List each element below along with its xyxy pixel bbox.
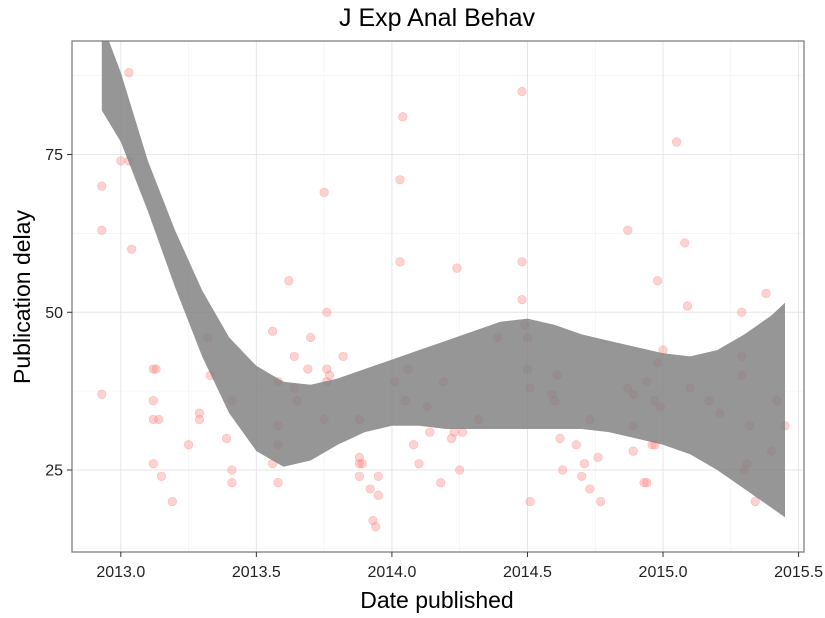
data-point [116,156,126,166]
data-point [517,86,527,97]
data-point [156,471,167,481]
data-point [446,433,457,444]
data-point [97,225,107,235]
y-axis-title: Publication delay [9,210,35,384]
chart-title: J Exp Anal Behav [339,4,535,32]
data-point [148,395,158,406]
data-point [194,408,205,418]
data-point [558,465,568,475]
data-point [289,351,299,362]
data-point [97,389,107,399]
data-point [457,427,468,437]
data-point [628,446,638,456]
data-point [322,307,332,317]
data-point [148,459,158,469]
data-point [151,364,161,374]
data-point [579,459,590,469]
data-point [414,459,424,469]
data-point [273,478,283,488]
data-point [305,332,316,343]
data-point [154,414,164,425]
data-point [371,522,381,532]
data-point [593,452,603,462]
data-point [268,326,278,336]
data-point [354,471,364,481]
data-point [555,433,565,444]
data-point [455,465,465,475]
data-point [127,244,137,254]
x-tick-label: 2013.5 [232,564,281,581]
data-point [585,484,595,494]
data-point [373,490,383,500]
data-point [322,364,332,374]
data-point [652,276,663,286]
data-point [338,351,348,362]
x-tick-label: 2014.5 [503,564,552,581]
data-point [357,459,367,469]
data-point [354,459,364,469]
x-tick-label: 2014.0 [367,564,416,581]
x-tick-label: 2015.0 [639,564,688,581]
data-point [167,496,177,507]
x-axis-title: Date published [360,587,513,613]
data-point [639,478,649,488]
x-tick-label: 2013.0 [96,564,145,581]
y-tick-label: 50 [45,305,63,322]
data-point [124,67,134,78]
data-point [148,414,158,425]
data-point [425,427,435,437]
data-point [395,175,405,185]
data-point [682,301,693,311]
data-point [671,137,682,147]
data-point [525,496,535,507]
confidence-band [101,41,785,518]
data-point [409,440,419,450]
data-point [452,263,462,273]
data-point [97,181,107,191]
panel-border [71,40,805,553]
data-point [737,307,747,317]
data-point [368,515,378,526]
data-point [571,440,581,450]
data-point [284,276,294,286]
data-point [373,471,383,481]
y-tick-label: 75 [45,147,63,164]
data-point [577,471,587,481]
y-tick-label: 25 [45,462,63,479]
data-point [194,414,205,425]
data-point [623,225,633,235]
data-point [148,364,158,374]
data-point [680,238,690,248]
data-point [517,295,527,305]
data-point [227,465,237,475]
data-layer [97,41,790,532]
data-point [354,452,364,462]
x-tick-label: 2015.5 [774,564,823,581]
data-point [183,440,194,450]
data-point [596,496,606,507]
data-point [436,478,446,488]
data-point [365,484,375,494]
data-point [517,257,527,267]
data-point [303,364,313,374]
data-point [398,112,408,122]
data-point [395,257,405,267]
data-point [227,478,237,488]
data-point [221,433,232,444]
data-point [319,187,329,198]
data-point [761,288,771,298]
data-point [750,496,760,507]
plot-area: 2013.0 2013.5 2014.0 2014.5 2015.0 2015.5 25 50… [45,40,823,581]
data-point [642,478,652,488]
data-point [324,370,335,380]
